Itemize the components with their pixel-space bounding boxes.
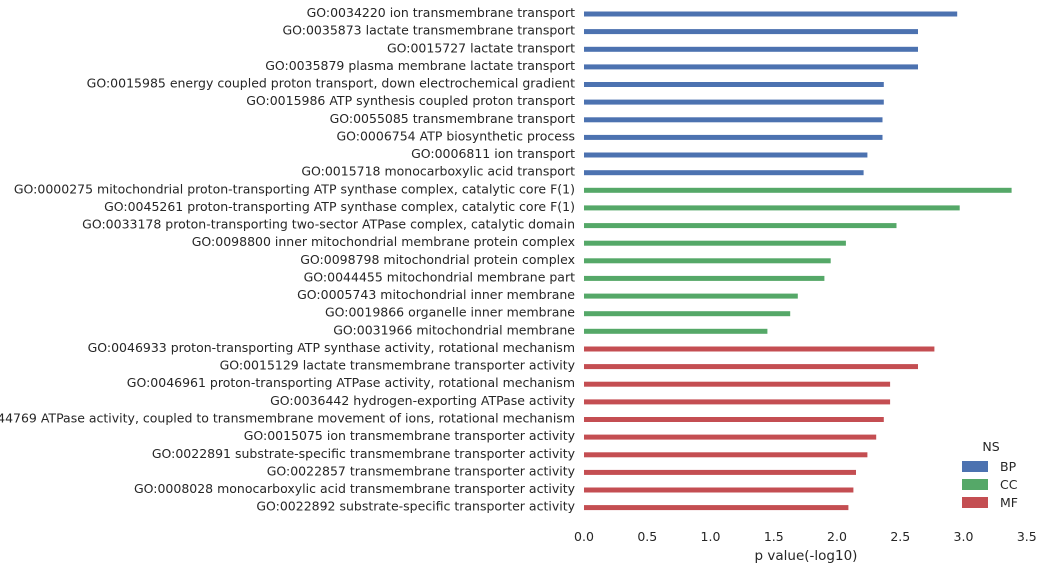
- category-label: GO:0031966 mitochondrial membrane: [333, 322, 575, 337]
- bar-mf: [584, 364, 918, 370]
- category-label: GO:0015075 ion transmembrane transporter…: [244, 428, 576, 443]
- bar-mf: [584, 381, 891, 387]
- x-tick-label: 0.0: [574, 529, 594, 544]
- category-label: GO:0022857 transmembrane transporter act…: [267, 463, 576, 478]
- x-axis-label: p value(-log10): [755, 548, 858, 564]
- bar-mf: [584, 399, 891, 405]
- legend-title: NS: [982, 439, 999, 454]
- legend-swatch-bp: [962, 461, 988, 472]
- category-label: GO:0055085 transmembrane transport: [330, 111, 576, 126]
- category-label: GO:0015986 ATP synthesis coupled proton …: [246, 93, 575, 108]
- category-label: GO:0015985 energy coupled proton transpo…: [87, 76, 575, 91]
- x-tick-label: 2.0: [827, 529, 847, 544]
- category-label: GO:0035879 plasma membrane lactate trans…: [265, 58, 575, 73]
- category-label: GO:0033178 proton-transporting two-secto…: [82, 217, 575, 232]
- category-label: GO:0098798 mitochondrial protein complex: [300, 252, 575, 267]
- category-label: GO:0035873 lactate transmembrane transpo…: [282, 23, 575, 38]
- bar-cc: [584, 240, 846, 246]
- category-label: GO:0015718 monocarboxylic acid transport: [301, 164, 575, 179]
- bar-cc: [584, 258, 831, 264]
- bars-layer: [584, 11, 1012, 511]
- category-label: GO:0006754 ATP biosynthetic process: [336, 128, 575, 143]
- bar-bp: [584, 134, 883, 140]
- category-label: GO:0022892 substrate-specific transporte…: [256, 499, 575, 514]
- bar-mf: [584, 434, 877, 440]
- x-tick-label: 3.5: [1017, 529, 1037, 544]
- x-tick-label: 0.5: [637, 529, 657, 544]
- x-tick-label: 1.0: [701, 529, 721, 544]
- legend-label-mf: MF: [1000, 495, 1018, 510]
- category-label: GO:0046961 proton-transporting ATPase ac…: [127, 375, 575, 390]
- x-tick-label: 2.5: [890, 529, 910, 544]
- category-label: GO:0045261 proton-transporting ATP synth…: [104, 199, 575, 214]
- bar-bp: [584, 99, 884, 105]
- bar-bp: [584, 170, 864, 176]
- category-label: GO:0044769 ATPase activity, coupled to t…: [0, 411, 575, 426]
- category-label: GO:0046933 proton-transporting ATP synth…: [88, 340, 575, 355]
- bar-mf: [584, 487, 854, 493]
- x-tick-label: 3.0: [954, 529, 974, 544]
- category-label: GO:0005743 mitochondrial inner membrane: [297, 287, 575, 302]
- legend-swatch-mf: [962, 497, 988, 508]
- legend-label-bp: BP: [1000, 459, 1017, 474]
- category-label: GO:0015727 lactate transport: [387, 40, 575, 55]
- category-label: GO:0000275 mitochondrial proton-transpor…: [14, 181, 575, 196]
- bar-cc: [584, 328, 768, 334]
- x-axis-ticks: 0.0 0.5 1.0 1.5 2.0 2.5 3.0 3.5: [574, 529, 1037, 544]
- legend-swatch-cc: [962, 479, 988, 490]
- bar-bp: [584, 11, 958, 17]
- bar-cc: [584, 205, 960, 211]
- category-label: GO:0006811 ion transport: [411, 146, 575, 161]
- bar-mf: [584, 346, 935, 352]
- category-label: GO:0098800 inner mitochondrial membrane …: [192, 234, 575, 249]
- category-label: GO:0036442 hydrogen-exporting ATPase act…: [270, 393, 575, 408]
- bar-bp: [584, 152, 868, 158]
- category-label: GO:0019866 organelle inner membrane: [325, 305, 575, 320]
- bar-bp: [584, 117, 883, 123]
- category-label: GO:0044455 mitochondrial membrane part: [304, 269, 575, 284]
- bar-bp: [584, 29, 918, 35]
- bar-bp: [584, 46, 918, 52]
- category-labels: GO:0034220 ion transmembrane transport GO…: [0, 5, 576, 514]
- bar-cc: [584, 223, 897, 229]
- legend-label-cc: CC: [1000, 477, 1018, 492]
- category-label: GO:0022891 substrate-specific transmembr…: [152, 446, 576, 461]
- legend-entries: BP CC MF: [962, 459, 1018, 510]
- bar-mf: [584, 417, 884, 422]
- bar-cc: [584, 293, 798, 299]
- bar-cc: [584, 275, 825, 281]
- bar-mf: [584, 505, 849, 511]
- category-label: GO:0008028 monocarboxylic acid transmemb…: [134, 481, 576, 496]
- bar-cc: [584, 187, 1012, 193]
- legend: NS BP CC MF: [962, 439, 1018, 510]
- category-label: GO:0034220 ion transmembrane transport: [307, 5, 576, 20]
- category-label: GO:0015129 lactate transmembrane transpo…: [220, 358, 576, 373]
- bar-mf: [584, 452, 868, 458]
- bar-mf: [584, 469, 856, 475]
- bar-bp: [584, 82, 884, 87]
- x-tick-label: 1.5: [764, 529, 784, 544]
- bar-bp: [584, 64, 918, 70]
- bar-cc: [584, 311, 791, 317]
